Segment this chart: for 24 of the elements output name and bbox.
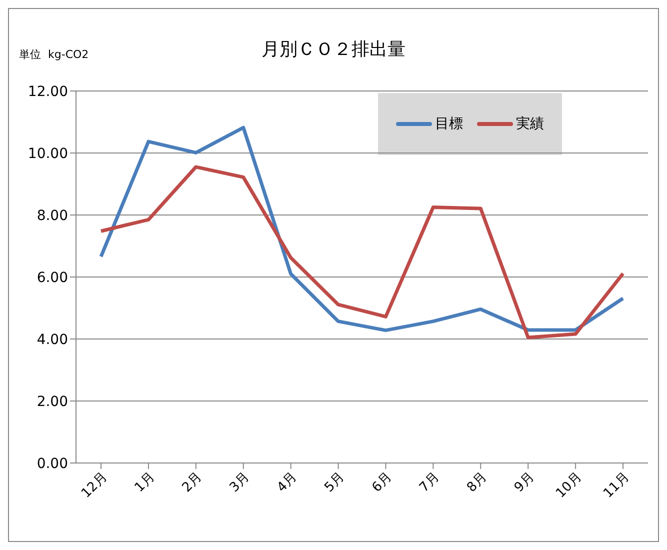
x-tick-label: 5月	[322, 470, 348, 496]
y-tick-label: 6.00	[36, 270, 68, 286]
y-tick-label: 0.00	[36, 456, 68, 472]
text: 単位 kg-CO2	[19, 47, 89, 62]
y-tick-label: 8.00	[36, 208, 68, 224]
x-tick-label: 9月	[512, 470, 538, 496]
y-tick-label: 4.00	[36, 332, 68, 348]
x-tick-label: 8月	[464, 470, 490, 496]
x-tick-label: 12月	[78, 470, 110, 502]
x-tick-label: 3月	[227, 470, 253, 496]
legend-label: 実績	[516, 115, 544, 133]
x-tick-label: 4月	[274, 470, 300, 496]
line-series	[99, 165, 625, 340]
x-tick-label: 10月	[553, 470, 585, 502]
y-tick-label: 2.00	[36, 394, 68, 410]
x-tick-label: 6月	[369, 470, 396, 496]
y-tick-label: 12.00	[28, 84, 68, 100]
x-tick-label: 11月	[600, 470, 632, 502]
chart-title: 月別ＣＯ２排出量	[262, 39, 406, 60]
x-tick-label: 2月	[180, 470, 206, 496]
x-tick-label: 1月	[132, 470, 158, 496]
x-tick-label: 7月	[416, 470, 443, 496]
legend-label: 目標	[435, 115, 463, 133]
y-tick-label: 10.00	[28, 146, 68, 162]
